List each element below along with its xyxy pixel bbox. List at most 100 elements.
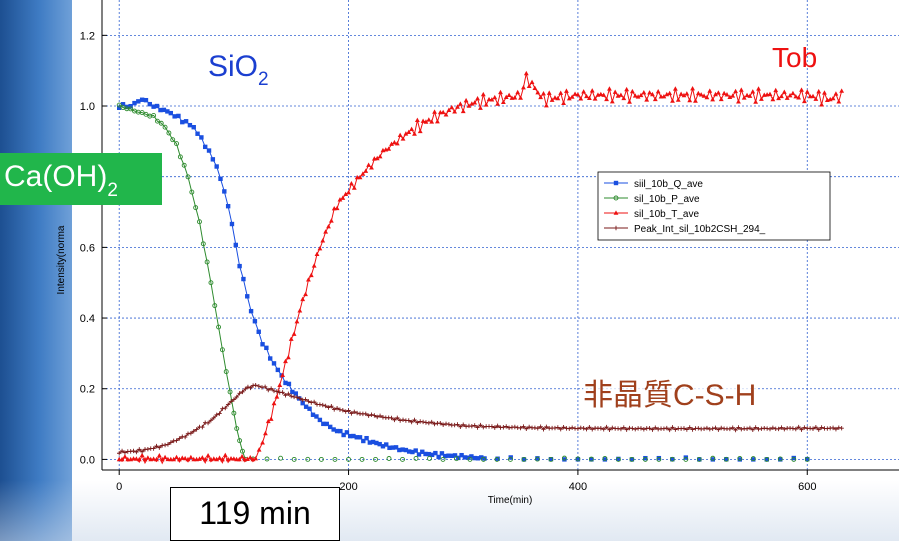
data-point: [361, 438, 366, 444]
data-point: [494, 456, 500, 462]
data-point: [185, 456, 191, 462]
data-point: [256, 447, 262, 452]
data-point: [334, 406, 340, 411]
data-point: [481, 424, 486, 430]
data-point: [535, 426, 540, 431]
data-point: [764, 456, 770, 462]
data-point: [183, 119, 189, 124]
data-point: [796, 95, 802, 100]
data-point: [384, 442, 389, 447]
data-point: [738, 87, 744, 92]
data-point: [214, 164, 219, 169]
data-point: [346, 408, 351, 413]
data-point: [403, 131, 409, 136]
data-point: [193, 205, 199, 211]
data-point: [317, 246, 323, 251]
data-point: [776, 426, 781, 432]
data-point: [306, 277, 311, 282]
data-point: [214, 456, 220, 462]
data-point: [239, 453, 245, 459]
data-point: [326, 405, 331, 410]
data-point: [248, 385, 253, 391]
data-point: [460, 108, 466, 114]
data-point: [314, 251, 320, 257]
data-point: [151, 112, 157, 118]
data-point: [538, 94, 544, 100]
data-point: [727, 94, 733, 99]
annotation-sio2-subscript: 2: [258, 69, 269, 90]
x-tick-label: 400: [569, 481, 587, 493]
data-point: [457, 101, 463, 106]
data-point: [681, 426, 687, 431]
data-point: [377, 153, 383, 159]
data-point: [638, 92, 644, 98]
data-point: [467, 456, 473, 462]
data-point: [621, 95, 627, 101]
data-point: [647, 90, 652, 95]
data-point: [635, 94, 641, 99]
data-point: [584, 93, 589, 99]
data-point: [177, 436, 182, 441]
data-point: [300, 296, 306, 302]
data-point: [683, 456, 689, 462]
data-point: [776, 95, 781, 101]
data-point: [767, 91, 773, 97]
data-point: [332, 456, 338, 462]
data-point: [532, 85, 538, 91]
data-point: [618, 426, 624, 432]
data-point: [245, 384, 251, 390]
data-point: [569, 94, 575, 99]
data-point: [423, 420, 429, 425]
data-point: [291, 331, 297, 336]
data-point: [314, 414, 319, 419]
data-point: [482, 456, 487, 461]
data-point: [303, 291, 308, 297]
data-point: [120, 102, 126, 107]
data-point: [693, 98, 698, 103]
data-point: [839, 426, 844, 431]
data-point: [747, 425, 753, 431]
data-point: [650, 91, 655, 97]
data-point: [278, 455, 284, 461]
data-point: [736, 425, 741, 430]
data-point: [204, 259, 210, 265]
data-point: [372, 413, 377, 418]
data-point: [439, 451, 445, 456]
data-point: [737, 456, 743, 461]
data-point: [203, 144, 208, 150]
slide-side-band: [0, 0, 72, 541]
data-point: [759, 426, 764, 431]
data-point: [363, 411, 368, 416]
data-point: [592, 96, 598, 101]
data-point: [805, 456, 810, 462]
data-point: [452, 422, 457, 428]
data-point: [151, 104, 156, 109]
data-point: [627, 99, 632, 104]
data-point: [200, 241, 206, 247]
y-tick-label: 0.0: [80, 454, 95, 466]
data-point: [222, 452, 228, 458]
data-point: [458, 424, 463, 430]
data-point: [610, 425, 615, 431]
data-point: [176, 113, 181, 119]
data-point: [472, 100, 478, 105]
data-point: [283, 393, 288, 398]
data-point: [285, 354, 291, 360]
data-point: [277, 382, 283, 388]
data-point: [338, 428, 343, 434]
data-point: [349, 411, 354, 416]
data-point: [374, 440, 379, 446]
data-point: [690, 427, 695, 432]
data-point: [252, 319, 258, 324]
data-point: [156, 453, 162, 458]
data-point: [492, 94, 498, 100]
data-point: [541, 90, 546, 96]
data-point: [587, 424, 592, 430]
data-point: [429, 419, 434, 425]
data-point: [347, 433, 353, 439]
data-point: [369, 165, 374, 170]
data-point: [323, 403, 328, 409]
data-point: [504, 424, 509, 429]
data-point: [367, 440, 373, 445]
data-point: [346, 190, 351, 195]
